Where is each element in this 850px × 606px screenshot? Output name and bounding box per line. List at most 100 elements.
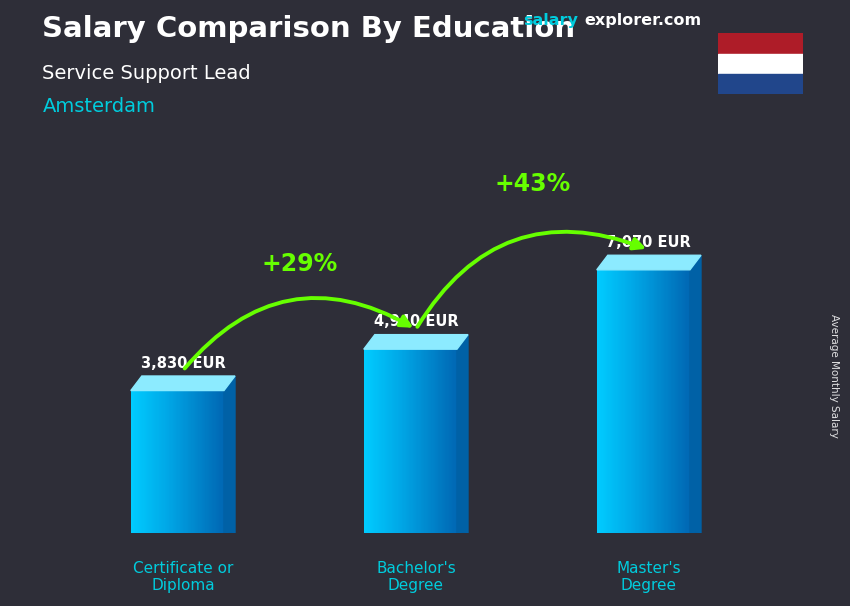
Bar [197, 390, 198, 533]
Text: Salary Comparison By Education: Salary Comparison By Education [42, 15, 575, 43]
Text: Amsterdam: Amsterdam [42, 97, 156, 116]
Bar [607, 270, 609, 533]
Bar [600, 270, 602, 533]
Text: 7,070 EUR: 7,070 EUR [607, 235, 691, 250]
Bar [392, 349, 393, 533]
Bar [613, 270, 615, 533]
Bar [649, 270, 650, 533]
Bar [213, 390, 215, 533]
Bar [146, 390, 147, 533]
Text: Bachelor's
Degree: Bachelor's Degree [376, 561, 456, 593]
Bar [404, 349, 405, 533]
Bar [405, 349, 407, 533]
Bar [676, 270, 677, 533]
Bar [168, 390, 169, 533]
Bar [209, 390, 210, 533]
Bar [373, 349, 374, 533]
Bar [134, 390, 135, 533]
Bar [196, 390, 197, 533]
Bar [394, 349, 395, 533]
Bar [450, 349, 451, 533]
Bar [167, 390, 168, 533]
Bar [181, 390, 182, 533]
Bar [364, 349, 365, 533]
FancyArrowPatch shape [417, 231, 643, 327]
Bar [165, 390, 166, 533]
Bar [150, 390, 152, 533]
Bar [648, 270, 649, 533]
Bar [139, 390, 140, 533]
Bar [367, 349, 368, 533]
Bar [390, 349, 392, 533]
Bar [152, 390, 153, 533]
Bar [456, 349, 457, 533]
Bar [653, 270, 654, 533]
Bar [646, 270, 647, 533]
Bar [220, 390, 222, 533]
Text: Service Support Lead: Service Support Lead [42, 64, 251, 82]
Bar [408, 349, 409, 533]
Bar [643, 270, 644, 533]
Bar [668, 270, 669, 533]
Bar [160, 390, 162, 533]
Bar [414, 349, 415, 533]
Bar [143, 390, 144, 533]
Bar [718, 74, 803, 94]
Bar [440, 349, 442, 533]
Bar [437, 349, 439, 533]
Bar [628, 270, 629, 533]
Bar [135, 390, 137, 533]
Bar [651, 270, 653, 533]
Bar [431, 349, 433, 533]
Bar [393, 349, 394, 533]
Bar [379, 349, 380, 533]
Bar [415, 349, 416, 533]
Bar [387, 349, 388, 533]
Bar [169, 390, 170, 533]
Bar [189, 390, 190, 533]
Bar [409, 349, 411, 533]
Bar [627, 270, 628, 533]
Bar [429, 349, 430, 533]
Bar [435, 349, 436, 533]
Polygon shape [364, 335, 468, 349]
Text: Average Monthly Salary: Average Monthly Salary [829, 314, 839, 438]
Bar [656, 270, 657, 533]
Bar [612, 270, 613, 533]
Bar [442, 349, 443, 533]
Bar [201, 390, 203, 533]
Bar [368, 349, 370, 533]
Bar [195, 390, 196, 533]
Bar [193, 390, 194, 533]
Bar [609, 270, 611, 533]
Text: 3,830 EUR: 3,830 EUR [140, 356, 225, 370]
Bar [599, 270, 600, 533]
Bar [138, 390, 139, 533]
Bar [386, 349, 387, 533]
Bar [598, 270, 599, 533]
Bar [684, 270, 685, 533]
Bar [662, 270, 663, 533]
Text: 4,940 EUR: 4,940 EUR [373, 314, 458, 329]
Bar [682, 270, 683, 533]
Bar [685, 270, 687, 533]
Bar [433, 349, 434, 533]
Bar [383, 349, 385, 533]
Bar [448, 349, 449, 533]
Bar [132, 390, 133, 533]
Bar [170, 390, 172, 533]
Bar [407, 349, 408, 533]
Bar [426, 349, 427, 533]
Bar [198, 390, 200, 533]
Bar [216, 390, 217, 533]
Bar [388, 349, 389, 533]
Bar [411, 349, 413, 533]
Bar [604, 270, 605, 533]
Bar [688, 270, 690, 533]
Bar [455, 349, 456, 533]
Bar [430, 349, 431, 533]
Bar [219, 390, 220, 533]
Bar [436, 349, 437, 533]
Bar [606, 270, 607, 533]
Bar [654, 270, 655, 533]
